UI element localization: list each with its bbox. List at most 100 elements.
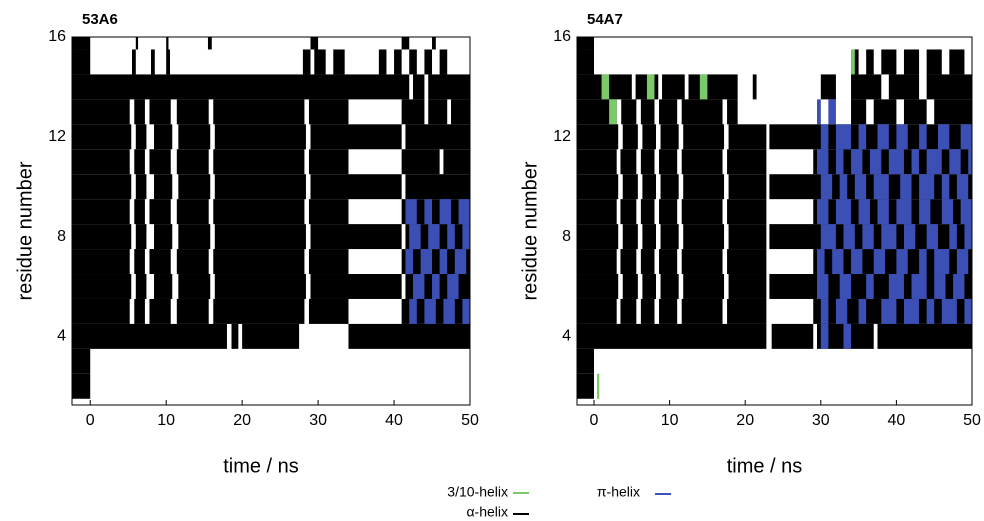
helix-interval bbox=[877, 199, 889, 225]
helix-interval bbox=[577, 224, 619, 250]
helix-interval bbox=[308, 249, 349, 275]
helix-interval bbox=[72, 199, 130, 225]
helix-interval bbox=[310, 37, 319, 50]
helix-interval bbox=[727, 99, 738, 125]
helix-interval bbox=[577, 49, 595, 75]
helix-interval bbox=[964, 298, 972, 324]
helix-interval bbox=[577, 37, 595, 50]
x-tick-label: 10 bbox=[661, 412, 679, 429]
helix-interval bbox=[964, 224, 972, 250]
helix-interval bbox=[308, 199, 349, 225]
helix-interval bbox=[640, 99, 655, 125]
helix-interval bbox=[176, 249, 209, 275]
helix-interval bbox=[213, 149, 305, 175]
helix-interval bbox=[854, 174, 867, 200]
helix-interval bbox=[817, 149, 829, 175]
helix-interval bbox=[817, 199, 829, 225]
helix-interval bbox=[960, 199, 972, 225]
helix-interval bbox=[752, 74, 757, 100]
helix-interval bbox=[851, 49, 855, 75]
helix-interval bbox=[577, 249, 617, 275]
helix-interval bbox=[597, 373, 600, 399]
helix-interval bbox=[896, 249, 908, 275]
helix-interval bbox=[178, 274, 211, 299]
helix-interval bbox=[862, 224, 874, 250]
helix-interval bbox=[642, 174, 656, 200]
y-tick-label: 8 bbox=[57, 228, 66, 245]
helix-interval bbox=[881, 224, 897, 250]
helix-interval bbox=[72, 274, 132, 299]
helix-interval bbox=[683, 124, 725, 150]
helix-interval bbox=[166, 49, 170, 75]
helix-interval bbox=[378, 49, 387, 75]
helix-interval bbox=[622, 224, 638, 250]
helix-interval bbox=[919, 249, 927, 275]
helix-interval bbox=[820, 224, 836, 250]
helix-interval bbox=[926, 74, 972, 100]
helix-interval bbox=[873, 99, 897, 125]
helix-interval bbox=[409, 49, 417, 75]
helix-interval bbox=[728, 224, 767, 250]
helix-interval bbox=[681, 199, 723, 225]
helix-interval bbox=[960, 124, 972, 150]
helix-interval bbox=[956, 249, 969, 275]
helix-interval bbox=[401, 99, 425, 125]
x-tick-label: 0 bbox=[86, 412, 95, 429]
helix-interval bbox=[642, 124, 656, 150]
legend-label: π-helix bbox=[597, 484, 640, 500]
helix-interval bbox=[577, 124, 619, 150]
helix-interval bbox=[640, 249, 655, 275]
helix-interval bbox=[881, 49, 897, 75]
helix-interval bbox=[213, 99, 305, 125]
helix-interval bbox=[214, 174, 306, 200]
helix-interval bbox=[394, 49, 402, 75]
helix-interval bbox=[149, 249, 171, 275]
x-axis-label: time / ns bbox=[223, 455, 299, 477]
helix-interval bbox=[728, 174, 767, 200]
y-tick-label: 8 bbox=[562, 228, 571, 245]
helix-interval bbox=[659, 199, 678, 225]
x-axis-label: time / ns bbox=[727, 455, 803, 477]
helix-interval bbox=[405, 124, 470, 150]
helix-interval bbox=[214, 124, 306, 150]
helix-interval bbox=[176, 99, 209, 125]
helix-interval bbox=[919, 124, 927, 150]
helix-interval bbox=[149, 199, 171, 225]
helix-interval bbox=[310, 124, 402, 150]
helix-interval bbox=[640, 149, 655, 175]
helix-interval bbox=[620, 249, 637, 275]
helix-interval bbox=[937, 124, 950, 150]
helix-interval bbox=[926, 149, 942, 175]
helix-interval bbox=[769, 174, 972, 200]
y-tick-label: 12 bbox=[48, 128, 66, 145]
helix-interval bbox=[134, 298, 145, 324]
y-tick-label: 4 bbox=[57, 328, 66, 345]
helix-interval bbox=[903, 224, 916, 250]
helix-interval bbox=[869, 149, 882, 175]
helix-interval bbox=[949, 49, 965, 75]
helix-interval bbox=[941, 174, 950, 200]
helix-interval bbox=[956, 174, 969, 200]
helix-interval bbox=[424, 199, 433, 225]
helix-interval bbox=[926, 298, 935, 324]
helix-interval bbox=[934, 274, 946, 299]
helix-interval bbox=[409, 224, 421, 250]
helix-interval bbox=[405, 249, 414, 275]
helix-interval bbox=[683, 224, 725, 250]
helix-interval bbox=[150, 49, 155, 75]
helix-interval bbox=[858, 124, 867, 150]
chart-title: 53A6 bbox=[82, 11, 118, 28]
helix-interval bbox=[681, 249, 723, 275]
helix-interval bbox=[934, 249, 950, 275]
helix-interval bbox=[178, 224, 211, 250]
helix-interval bbox=[866, 49, 874, 75]
x-tick-label: 30 bbox=[309, 412, 327, 429]
helix-interval bbox=[72, 323, 227, 349]
helix-interval bbox=[662, 74, 685, 100]
helix-interval bbox=[72, 49, 91, 75]
helix-interval bbox=[659, 298, 678, 324]
helix-interval bbox=[242, 323, 300, 349]
helix-interval bbox=[683, 174, 725, 200]
helix-interval bbox=[919, 199, 931, 225]
